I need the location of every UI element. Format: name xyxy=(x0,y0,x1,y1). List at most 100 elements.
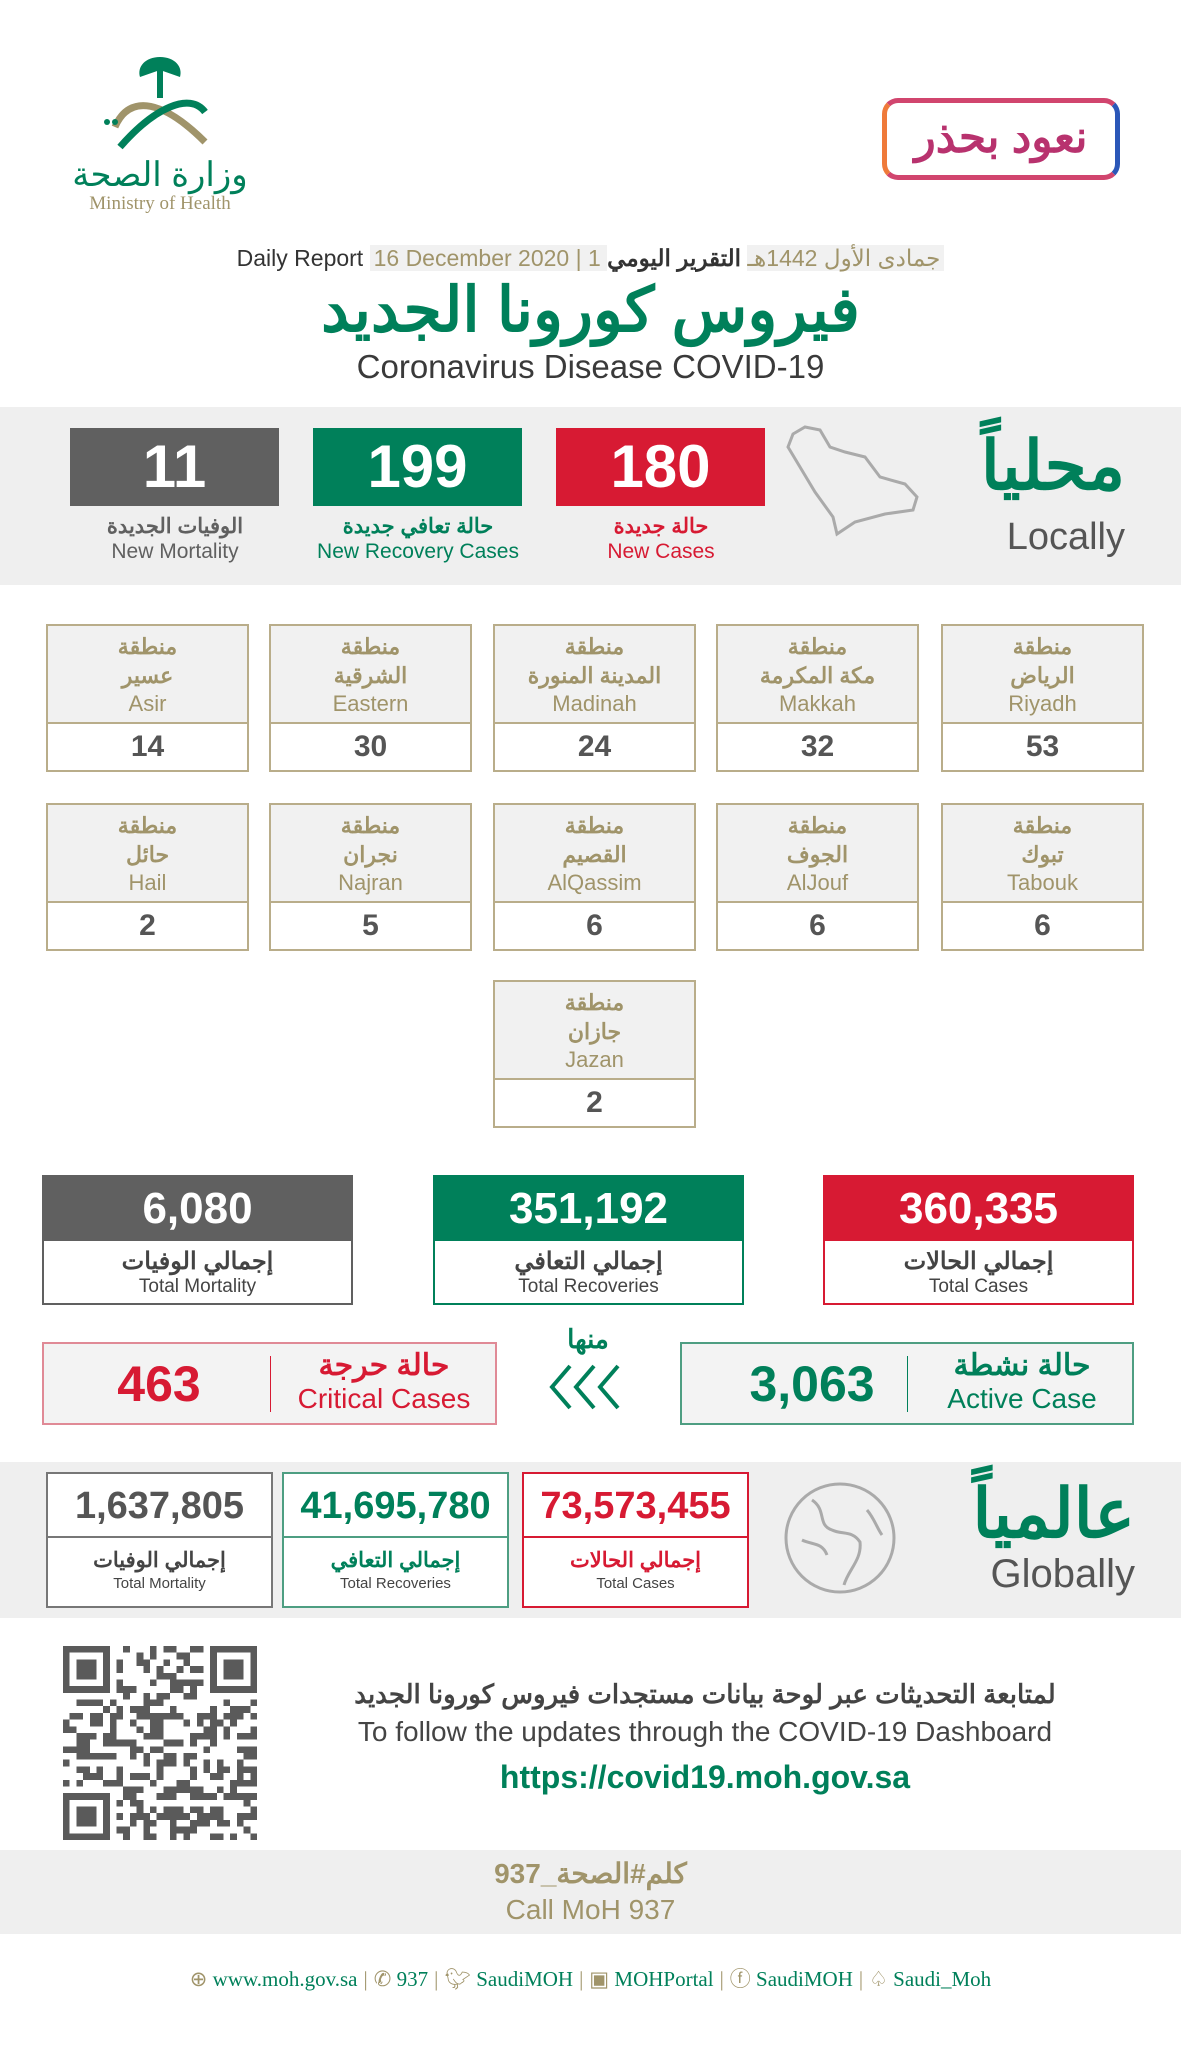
region-value: 14 xyxy=(130,730,165,763)
of-which-label: منها xyxy=(567,1324,609,1354)
footer-link-label: 937 xyxy=(396,1967,429,1991)
footer-link-label: Saudi_Moh xyxy=(893,1967,992,1991)
region-card-jazan: منطقة جازان Jazan 2 xyxy=(493,980,696,1128)
region-name-ar: الرياض xyxy=(1010,663,1075,688)
total-recoveries-value: 351,192 xyxy=(435,1177,742,1241)
region-card-tabouk: منطقة تبوك Tabouk 6 xyxy=(941,803,1144,951)
globe-icon: ⊕ xyxy=(189,1967,208,1991)
locally-title-ar: محلياً xyxy=(980,428,1125,504)
globe-icon xyxy=(784,1482,896,1594)
social-links: ⊕ www.moh.gov.sa | ✆ 937 | 🐦︎ SaudiMOH | ▣ MOH… xyxy=(0,1963,1181,1993)
call-section: كلم#الصحة_937 Call MoH 937 xyxy=(0,1850,1181,1934)
label-ar: إجمالي الوفيات xyxy=(93,1549,226,1572)
dashboard-text-ar: لمتابعة التحديثات عبر لوحة بيانات مستجدا… xyxy=(354,1679,1056,1709)
region-card-najran: منطقة نجران Najran 5 xyxy=(269,803,472,951)
region-prefix: منطقة xyxy=(564,813,625,838)
region-name-en: AlQassim xyxy=(547,870,642,895)
region-value: 2 xyxy=(586,1086,603,1119)
divider: | xyxy=(579,1967,584,1991)
footer-link-5[interactable]: ♤ Saudi_Moh xyxy=(869,1967,991,1991)
region-value: 30 xyxy=(353,730,388,763)
label-ar: حالة حرجة xyxy=(318,1349,450,1382)
label-ar: حالة نشطة xyxy=(953,1349,1091,1382)
daily-report-en: Daily Report xyxy=(236,245,364,271)
label-en: Total Mortality xyxy=(138,1276,257,1297)
label-ar: الوفيات الجديدة xyxy=(106,515,244,538)
divider: | xyxy=(858,1967,864,1991)
divider xyxy=(270,1356,271,1412)
new-mortality-label: الوفيات الجديدة New Mortality xyxy=(45,514,305,564)
region-value: 2 xyxy=(139,909,156,942)
region-value: 32 xyxy=(800,730,835,763)
call-moh: Call MoH 937 xyxy=(505,1894,676,1925)
region-header: منطقة الشرقية Eastern xyxy=(271,626,470,724)
region-name-en: Madinah xyxy=(552,691,637,716)
palm-swords-emblem-icon xyxy=(104,57,208,150)
region-card-asir: منطقة عسير Asir 14 xyxy=(46,624,249,772)
total-cases-card: 360,335 إجمالي الحالات Total Cases xyxy=(823,1175,1134,1305)
divider: | xyxy=(434,1967,439,1991)
region-prefix: منطقة xyxy=(564,634,625,659)
region-name-en: AlJouf xyxy=(786,870,849,895)
global-recoveries-card: 41,695,780 إجمالي التعافي Total Recoveries xyxy=(282,1472,509,1608)
region-card-alqassim: منطقة القصيم AlQassim 6 xyxy=(493,803,696,951)
youtube-icon: ▣ xyxy=(589,1967,610,1991)
global-mortality-value: 1,637,805 xyxy=(48,1474,271,1538)
footer-link-2[interactable]: 🐦︎ SaudiMOH xyxy=(444,1967,573,1991)
active-value: 3,063 xyxy=(749,1356,875,1412)
region-prefix: منطقة xyxy=(117,813,178,838)
divider: | xyxy=(719,1967,724,1991)
facebook-icon: ⓕ xyxy=(729,1967,751,1991)
footer-link-3[interactable]: ▣ MOHPortal xyxy=(589,1967,713,1991)
label-en: New Recovery Cases xyxy=(317,540,519,563)
region-header: منطقة القصيم AlQassim xyxy=(495,805,694,903)
gregorian-date: 16 December 2020 xyxy=(373,245,570,271)
qr-code[interactable] xyxy=(63,1646,257,1840)
campaign-logo-text: نعود بحذر xyxy=(914,113,1088,162)
label-en: New Mortality xyxy=(111,540,239,563)
label-en: Total Cases xyxy=(596,1575,675,1592)
dashboard-link[interactable]: https://covid19.moh.gov.sa xyxy=(499,1759,911,1795)
call-hashtag: كلم#الصحة_937 xyxy=(494,1858,687,1889)
region-name-ar: المدينة المنورة xyxy=(527,663,662,688)
label-ar: إجمالي التعافي xyxy=(514,1248,663,1275)
hijri-date: 1 جمادى الأول 1442هـ xyxy=(587,245,941,271)
dashboard-text-en: To follow the updates through the COVID-… xyxy=(357,1716,1053,1747)
global-cases-value: 73,573,455 xyxy=(524,1474,747,1538)
label-ar: إجمالي التعافي xyxy=(330,1549,461,1572)
footer-link-4[interactable]: ⓕ SaudiMOH xyxy=(730,1967,853,1991)
region-prefix: منطقة xyxy=(787,634,848,659)
region-value: 24 xyxy=(577,730,612,763)
dashboard-info: لمتابعة التحديثات عبر لوحة بيانات مستجدا… xyxy=(280,1676,1130,1802)
moh-logo-arabic: وزارة الصحة xyxy=(72,156,248,194)
new-recoveries-label: حالة تعافي جديدة New Recovery Cases xyxy=(288,514,548,564)
region-name-en: Eastern xyxy=(332,691,409,716)
region-prefix: منطقة xyxy=(787,813,848,838)
region-header: منطقة تبوك Tabouk xyxy=(943,805,1142,903)
new-recoveries-value: 199 xyxy=(313,428,522,506)
label-en: Critical Cases xyxy=(297,1383,471,1414)
footer-link-label: SaudiMOH xyxy=(476,1967,574,1991)
label-ar: حالة تعافي جديدة xyxy=(342,515,494,538)
region-prefix: منطقة xyxy=(564,990,625,1015)
region-name-en: Jazan xyxy=(565,1047,624,1072)
report-date-line: Daily Report 16 December 2020 | 1 جمادى … xyxy=(0,244,1181,272)
footer-link-0[interactable]: ⊕ www.moh.gov.sa xyxy=(190,1967,358,1991)
region-value: 6 xyxy=(809,909,826,942)
label-en: Active Case xyxy=(947,1383,1097,1414)
footer-link-1[interactable]: ✆ 937 xyxy=(374,1967,428,1991)
label-en: Total Recoveries xyxy=(340,1575,451,1592)
region-header: منطقة عسير Asir xyxy=(48,626,247,724)
locally-title-en: Locally xyxy=(1006,516,1125,558)
region-prefix: منطقة xyxy=(1012,813,1073,838)
region-header: منطقة جازان Jazan xyxy=(495,982,694,1080)
critical-value: 463 xyxy=(117,1356,201,1412)
moh-logo: وزارة الصحة Ministry of Health xyxy=(60,52,260,217)
new-cases-label: حالة جديدة New Cases xyxy=(531,514,791,564)
twitter-icon: 🐦︎ xyxy=(444,1967,471,1991)
region-name-ar: حائل xyxy=(125,842,170,867)
campaign-logo: نعود بحذر xyxy=(882,98,1120,180)
total-cases-value: 360,335 xyxy=(825,1177,1132,1241)
globally-title-en: Globally xyxy=(990,1552,1135,1596)
region-value: 5 xyxy=(362,909,379,942)
